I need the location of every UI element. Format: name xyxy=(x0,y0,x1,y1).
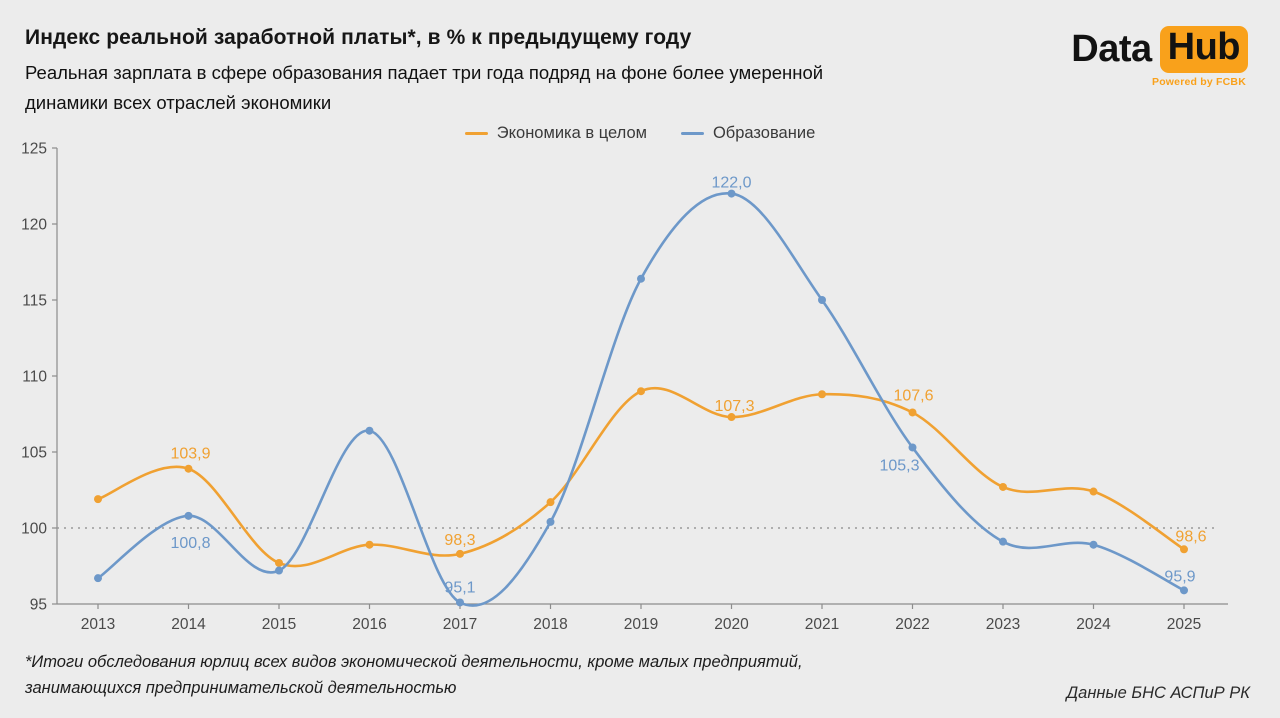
svg-text:2024: 2024 xyxy=(1076,616,1111,633)
svg-text:100,8: 100,8 xyxy=(170,535,210,552)
svg-text:2021: 2021 xyxy=(805,616,839,633)
chart-legend: Экономика в целом Образование xyxy=(0,124,1280,143)
svg-text:2013: 2013 xyxy=(81,616,115,633)
svg-text:2015: 2015 xyxy=(262,616,296,633)
svg-text:107,3: 107,3 xyxy=(714,398,754,415)
chart-footnote: *Итоги обследования юрлиц всех видов эко… xyxy=(25,653,803,697)
svg-text:105,3: 105,3 xyxy=(879,457,919,474)
page-subtitle: Реальная зарплата в сфере образования па… xyxy=(25,62,824,113)
datahub-logo: Data Hub Powered by FCBK xyxy=(1071,26,1248,88)
legend-swatch-education-icon xyxy=(680,131,704,136)
svg-text:107,6: 107,6 xyxy=(893,387,933,404)
data-source: Данные БНС АСПиР РК xyxy=(1066,684,1250,702)
svg-text:2020: 2020 xyxy=(714,616,749,633)
logo-wordmark: Data Hub xyxy=(1071,26,1248,73)
svg-text:122,0: 122,0 xyxy=(711,175,751,192)
svg-text:2017: 2017 xyxy=(443,616,477,633)
svg-text:110: 110 xyxy=(22,369,47,386)
svg-text:2023: 2023 xyxy=(986,616,1020,633)
legend-item-education: Образование xyxy=(680,124,816,143)
svg-text:2016: 2016 xyxy=(352,616,386,633)
legend-item-economy: Экономика в целом xyxy=(464,124,647,143)
legend-swatch-economy-icon xyxy=(464,131,488,136)
svg-text:95,9: 95,9 xyxy=(1164,568,1195,585)
svg-text:98,3: 98,3 xyxy=(444,532,475,549)
svg-text:120: 120 xyxy=(21,217,47,234)
svg-text:98,6: 98,6 xyxy=(1175,528,1206,545)
svg-text:105: 105 xyxy=(21,445,47,462)
svg-text:2018: 2018 xyxy=(533,616,567,633)
legend-label-economy: Экономика в целом xyxy=(496,124,647,142)
page-title: Индекс реальной заработной платы*, в % к… xyxy=(25,26,692,49)
svg-text:2019: 2019 xyxy=(624,616,658,633)
svg-text:2025: 2025 xyxy=(1167,616,1201,633)
logo-text-data: Data xyxy=(1071,27,1152,70)
svg-text:103,9: 103,9 xyxy=(170,446,210,463)
svg-text:100: 100 xyxy=(21,521,47,538)
svg-text:115: 115 xyxy=(22,293,47,310)
logo-tagline: Powered by FCBK xyxy=(1151,75,1246,88)
svg-text:125: 125 xyxy=(21,141,47,158)
svg-text:95,1: 95,1 xyxy=(444,579,475,596)
legend-label-education: Образование xyxy=(712,124,816,142)
logo-text-hub: Hub xyxy=(1159,26,1248,73)
svg-text:95: 95 xyxy=(30,597,47,614)
svg-text:2022: 2022 xyxy=(895,616,929,633)
svg-text:2014: 2014 xyxy=(171,616,206,633)
